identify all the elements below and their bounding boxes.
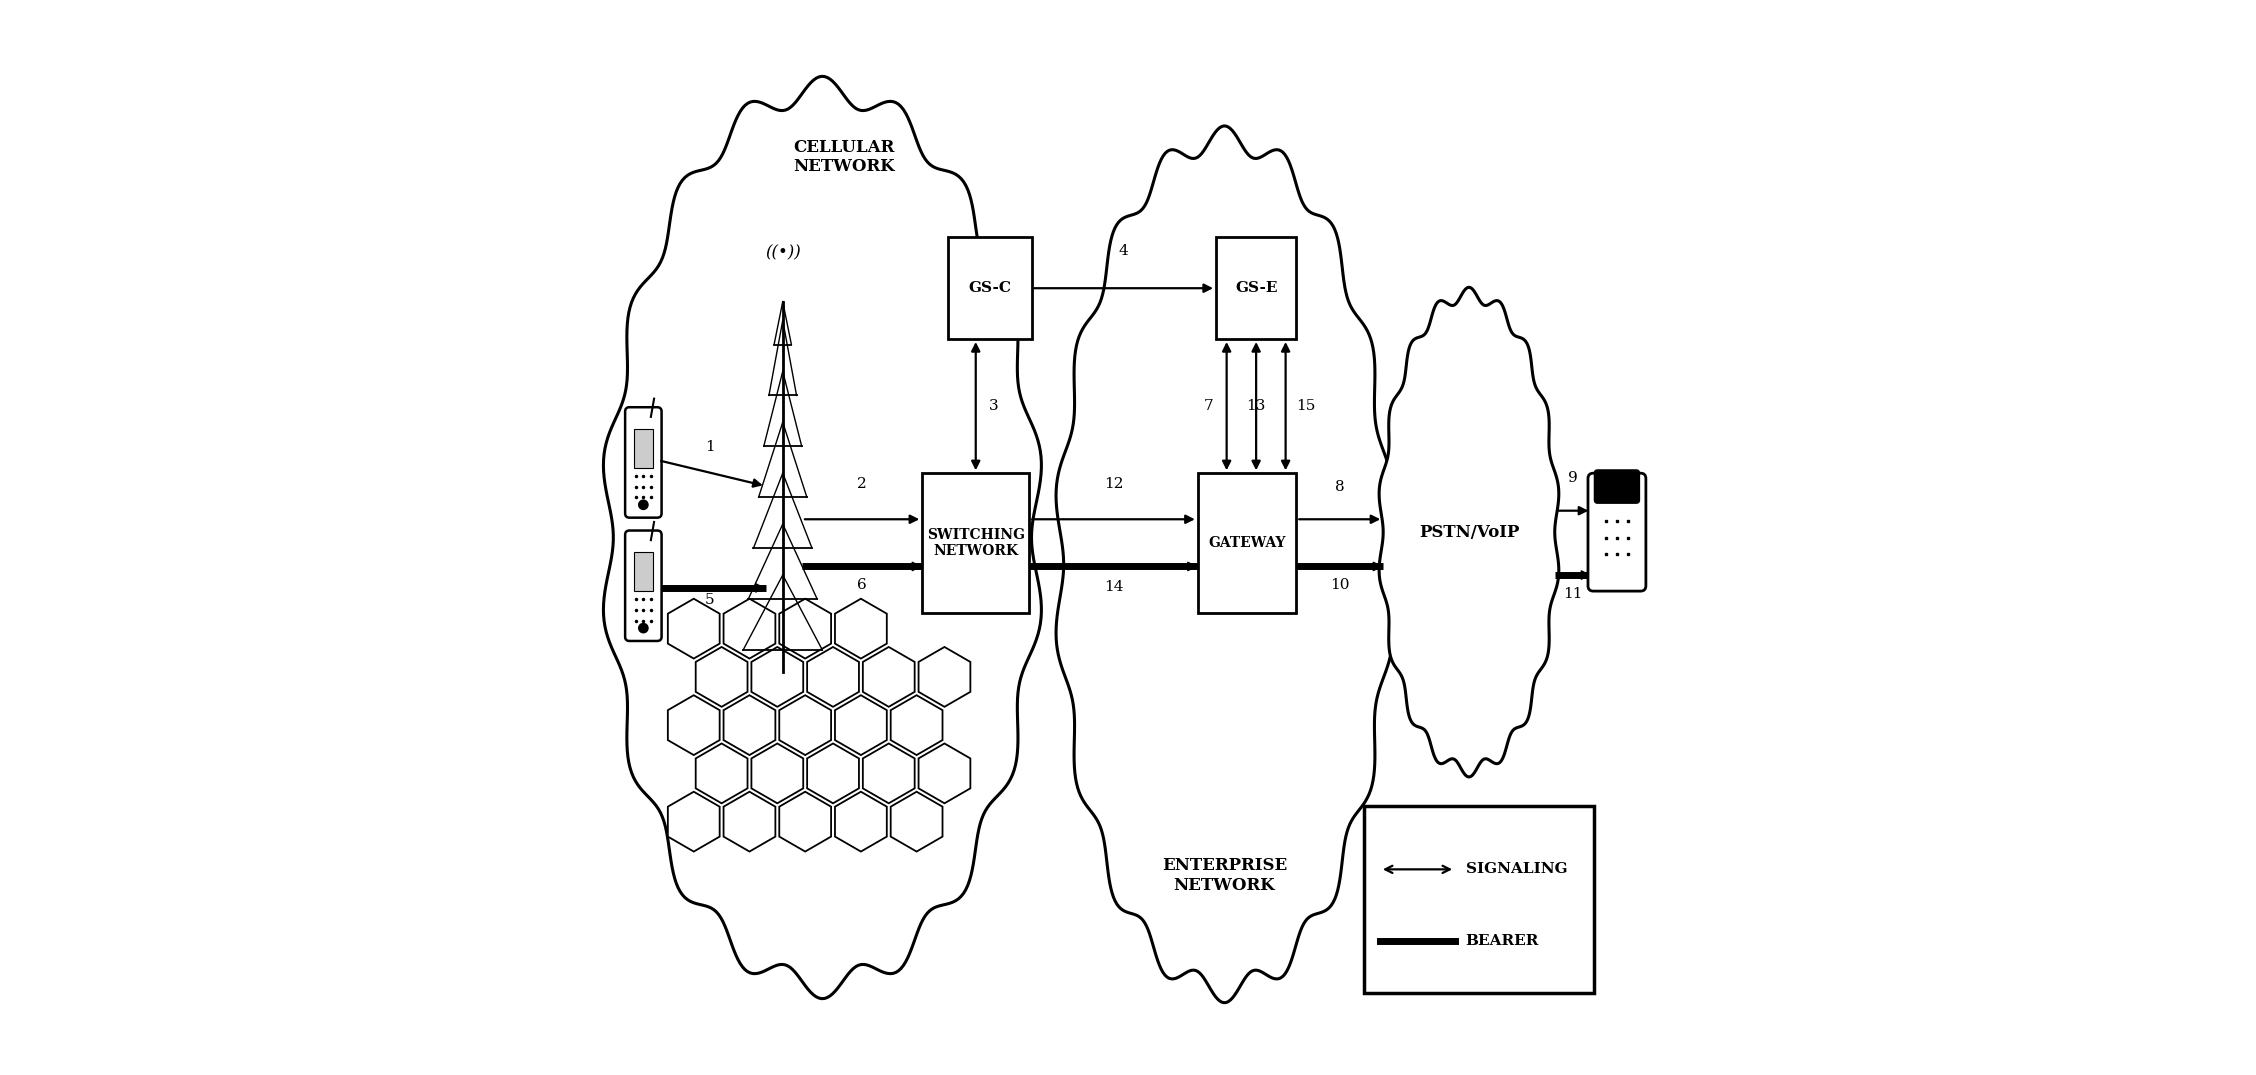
Text: 13: 13 [1248,399,1266,413]
FancyBboxPatch shape [625,531,661,641]
Polygon shape [668,696,720,755]
Text: 6: 6 [857,578,866,592]
Polygon shape [751,744,803,803]
Bar [634,429,652,468]
Polygon shape [835,599,887,659]
FancyBboxPatch shape [1216,238,1297,339]
Text: 5: 5 [706,593,715,607]
Polygon shape [602,76,1042,999]
Circle shape [638,622,650,633]
Text: ENTERPRISE
NETWORK: ENTERPRISE NETWORK [1162,857,1288,893]
Text: 12: 12 [1103,477,1123,491]
Bar [634,553,652,591]
Polygon shape [808,744,860,803]
Text: 4: 4 [1119,244,1128,258]
Polygon shape [724,696,776,755]
Text: 9: 9 [1568,471,1577,485]
FancyBboxPatch shape [1198,473,1297,613]
Polygon shape [862,647,914,706]
Text: ((•)): ((•)) [765,245,801,262]
FancyBboxPatch shape [948,238,1031,339]
Text: 11: 11 [1563,587,1584,601]
Text: GS-C: GS-C [968,282,1011,296]
Polygon shape [1056,126,1392,1003]
FancyBboxPatch shape [625,407,661,518]
Polygon shape [695,744,747,803]
Polygon shape [891,791,943,851]
Polygon shape [1378,287,1559,777]
FancyBboxPatch shape [1588,473,1647,591]
Text: 15: 15 [1297,399,1315,413]
Polygon shape [751,647,803,706]
Text: BEARER: BEARER [1466,934,1539,948]
FancyBboxPatch shape [1595,470,1640,503]
Polygon shape [808,647,860,706]
Polygon shape [835,791,887,851]
Polygon shape [918,744,970,803]
Text: SIGNALING: SIGNALING [1466,862,1568,876]
Polygon shape [778,599,830,659]
Polygon shape [724,791,776,851]
Polygon shape [862,744,914,803]
Polygon shape [835,696,887,755]
Polygon shape [724,599,776,659]
Text: 1: 1 [704,440,715,454]
Text: SWITCHING
NETWORK: SWITCHING NETWORK [927,528,1024,558]
Text: 7: 7 [1205,399,1214,413]
Polygon shape [918,647,970,706]
Polygon shape [778,791,830,851]
Text: GATEWAY: GATEWAY [1209,535,1286,549]
Polygon shape [668,599,720,659]
Text: 3: 3 [988,399,997,413]
Text: 10: 10 [1331,578,1349,592]
Polygon shape [778,696,830,755]
Circle shape [638,500,650,511]
Text: 8: 8 [1336,479,1345,493]
Polygon shape [891,696,943,755]
FancyBboxPatch shape [923,473,1029,613]
Text: 2: 2 [857,477,866,491]
Polygon shape [668,791,720,851]
Text: 14: 14 [1103,580,1123,594]
Text: GS-E: GS-E [1234,282,1277,296]
Text: PSTN/VoIP: PSTN/VoIP [1419,524,1518,541]
FancyBboxPatch shape [1365,805,1595,993]
Text: CELLULAR
NETWORK: CELLULAR NETWORK [794,139,896,175]
Polygon shape [695,647,747,706]
